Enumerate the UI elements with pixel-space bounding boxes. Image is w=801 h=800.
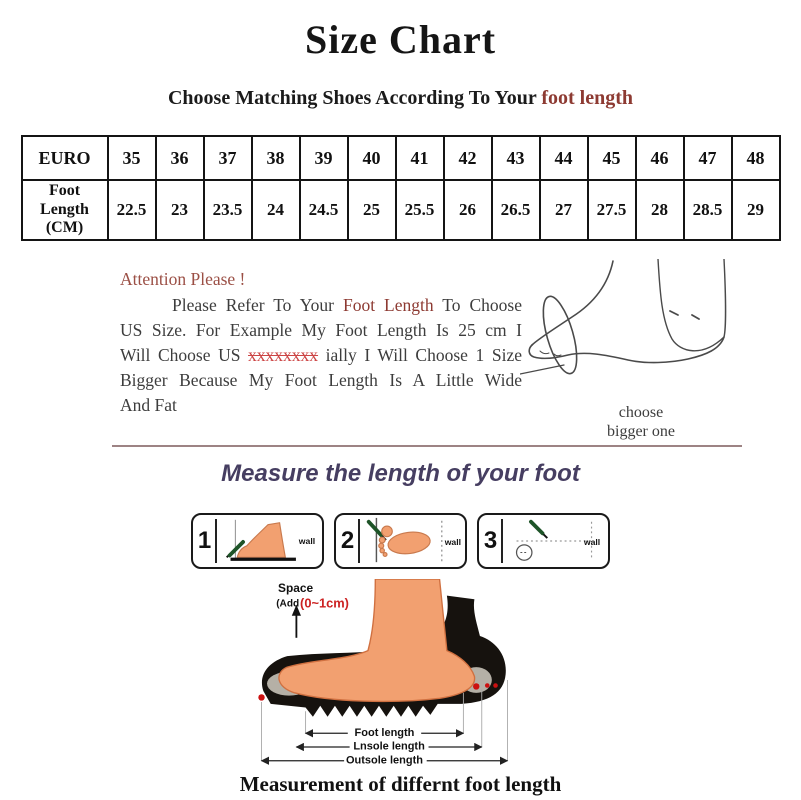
side-foot-icon: [236, 522, 287, 558]
euro-size-cell: 41: [394, 135, 445, 181]
footprint-icon: [378, 525, 431, 557]
space-label-line2-black: (Add: [276, 599, 299, 610]
wall-label: wall: [583, 537, 600, 547]
foot-length-label: Foot length: [354, 727, 414, 739]
foot-length-cell: 28: [634, 179, 685, 241]
step-number: 3: [483, 527, 498, 554]
step-panel-1: 1 wall: [191, 513, 324, 569]
reference-dots: [257, 683, 498, 701]
foot-length-cell: 25.5: [394, 179, 445, 241]
foot-length-cell: 27.5: [586, 179, 637, 241]
insole-length-label: Lnsole length: [353, 741, 425, 753]
foot-length-cell: 29: [730, 179, 781, 241]
attention-line-text: ially I Will Choose 1 Size: [318, 345, 522, 365]
euro-header-cell: EURO: [20, 135, 109, 181]
size-table: EURO 35 36 37 38 39 40 41 42 43 44 45 46…: [20, 135, 781, 241]
subtitle: Choose Matching Shoes According To Your …: [0, 87, 801, 110]
step-number: 2: [340, 527, 355, 554]
subtitle-highlight: foot length: [541, 87, 634, 109]
table-row-euro: EURO 35 36 37 38 39 40 41 42 43 44 45 46…: [20, 135, 781, 181]
foot-length-cell: 23.5: [202, 179, 253, 241]
green-marker-icon: [366, 519, 384, 538]
foot-length-cell: 22.5: [106, 179, 157, 241]
euro-size-cell: 37: [202, 135, 253, 181]
attention-line: Will Choose US xxxxxxxx ially I Will Cho…: [120, 343, 522, 368]
foot-length-header-cell: Foot Length (CM): [20, 179, 109, 241]
foot-length-cell: 26: [442, 179, 493, 241]
attention-line-text: To Choose: [433, 295, 522, 315]
step-panel-2: 2 wall: [334, 513, 467, 569]
bottom-caption: Measurement of differnt foot length: [239, 772, 562, 796]
euro-size-cell: 43: [490, 135, 541, 181]
step2-illustration: wall: [366, 517, 461, 563]
attention-line-text: Will Choose US: [120, 345, 249, 365]
space-label-line1: Space: [278, 581, 313, 595]
attention-text-block: Attention Please ! Please Refer To Your …: [120, 267, 522, 418]
sketch-caption-line: bigger one: [607, 423, 675, 440]
outsole-length-label: Outsole length: [345, 755, 422, 767]
step3-illustration: wall: [515, 519, 600, 561]
euro-size-cell: 42: [442, 135, 493, 181]
section-divider: [112, 445, 742, 447]
euro-size-cell: 47: [682, 135, 733, 181]
coin-icon: [515, 544, 533, 561]
wall-label: wall: [298, 536, 315, 546]
step-panel-3: 3 wall: [477, 513, 610, 569]
green-marker-icon: [227, 540, 245, 558]
foot-length-cell: 24: [250, 179, 301, 241]
attention-line-text: Please Refer To Your: [172, 295, 343, 315]
green-marker-icon: [529, 519, 545, 536]
foot-length-cell: 28.5: [682, 179, 733, 241]
panel-divider: [358, 519, 360, 563]
foot-length-cell: 27: [538, 179, 589, 241]
euro-size-cell: 40: [346, 135, 397, 181]
wall-label: wall: [444, 537, 461, 547]
step-number: 1: [197, 527, 212, 554]
table-row-foot-length: Foot Length (CM) 22.5 23 23.5 24 24.5 25…: [20, 179, 781, 241]
euro-size-cell: 48: [730, 135, 781, 181]
foot-length-cell: 25: [346, 179, 397, 241]
panel-divider: [501, 519, 503, 563]
sketch-caption: choose bigger one: [566, 403, 716, 441]
foot-length-cell: 23: [154, 179, 205, 241]
attention-line: US Size. For Example My Foot Length Is 2…: [120, 320, 522, 340]
attention-line: Bigger Because My Foot Length Is A Littl…: [120, 370, 522, 390]
space-label-line2-red: (0~1cm): [300, 596, 349, 611]
attention-line: And Fat: [120, 395, 177, 415]
attention-section: Attention Please ! Please Refer To Your …: [118, 259, 751, 441]
attention-heading: Attention Please !: [120, 269, 246, 289]
euro-size-cell: 46: [634, 135, 685, 181]
measure-section-heading: Measure the length of your foot: [221, 460, 580, 487]
panel-divider: [215, 519, 217, 563]
euro-size-cell: 35: [106, 135, 157, 181]
guide-lines: [260, 680, 508, 761]
euro-size-cell: 38: [250, 135, 301, 181]
euro-size-cell: 36: [154, 135, 205, 181]
measure-steps: 1 wall 2: [0, 513, 801, 569]
euro-size-cell: 39: [298, 135, 349, 181]
foot-measurement-diagram: Space (Add (0~1cm) Foot length Lnsole le…: [257, 579, 508, 767]
euro-size-cell: 44: [538, 135, 589, 181]
page-title: Size Chart: [304, 17, 497, 62]
subtitle-text: Choose Matching Shoes According To Your: [167, 87, 542, 109]
foot-length-cell: 26.5: [490, 179, 541, 241]
attention-line-highlight: Foot Length: [342, 295, 434, 315]
step1-illustration: wall: [226, 519, 315, 561]
censored-text: xxxxxxxx: [248, 345, 319, 365]
sketch-caption-line: choose: [618, 404, 664, 421]
foot-sketch-illustration: [520, 259, 727, 375]
foot-shape: [277, 579, 475, 703]
attention-line: Please Refer To Your Foot Length To Choo…: [120, 293, 522, 318]
euro-size-cell: 45: [586, 135, 637, 181]
foot-length-cell: 24.5: [298, 179, 349, 241]
